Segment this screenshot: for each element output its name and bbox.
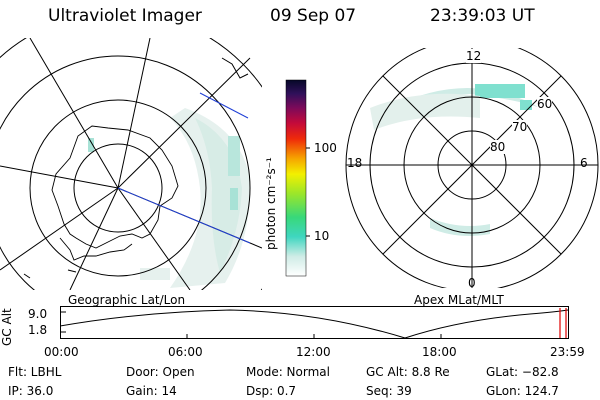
left-panel-caption: Geographic Lat/Lon [68,293,186,307]
altitude-xtick-0: 00:00 [44,345,79,359]
altitude-ytick-high: 9.0 [28,307,48,321]
geographic-map [0,38,262,290]
altitude-ytick-low: 1.8 [28,323,48,337]
colorbar-tick-10: 10 [314,229,330,243]
gc-alt-info: GC Alt: 8.8 Re [366,365,450,379]
altitude-xtick-1: 06:00 [168,345,203,359]
continent-outline [51,125,179,249]
mlat-label-80: 80 [490,140,506,154]
door-info: Door: Open [126,365,195,379]
seq-info: Seq: 39 [366,384,412,398]
mlat-label-70: 70 [512,120,528,134]
altitude-xtick-4: 23:59 [550,345,585,359]
glat-info: GLat: −82.8 [486,365,559,379]
gain-info: Gain: 14 [126,384,177,398]
magnetic-polar-plot [345,48,599,288]
mlt-label-0: 0 [468,276,476,290]
mlt-label-18: 18 [347,156,363,170]
altitude-plot [60,306,569,339]
colorbar [285,79,310,277]
mlat-label-60: 60 [537,97,553,111]
filter-info: Flt: LBHL [8,365,62,379]
terminator-line [117,187,251,244]
ip-info: IP: 36.0 [8,384,54,398]
mode-info: Mode: Normal [246,365,330,379]
glon-info: GLon: 124.7 [486,384,559,398]
colorbar-tick-100: 100 [314,141,337,155]
altitude-curve [60,309,569,339]
altitude-ylabel: GC Alt [0,308,14,346]
time-label: 23:39:03 UT [430,6,535,26]
colorbar-label: photon cm⁻²s⁻¹ [264,157,278,250]
right-panel-caption: Apex MLat/MLT [414,293,504,307]
instrument-title: Ultraviolet Imager [48,6,202,26]
date-label: 09 Sep 07 [270,6,357,26]
dsp-info: Dsp: 0.7 [246,384,297,398]
altitude-xtick-3: 18:00 [422,345,457,359]
mlt-label-6: 6 [580,156,588,170]
altitude-xtick-2: 12:00 [296,345,331,359]
aurora-emission-right [370,84,540,236]
mlt-label-12: 12 [466,49,482,63]
